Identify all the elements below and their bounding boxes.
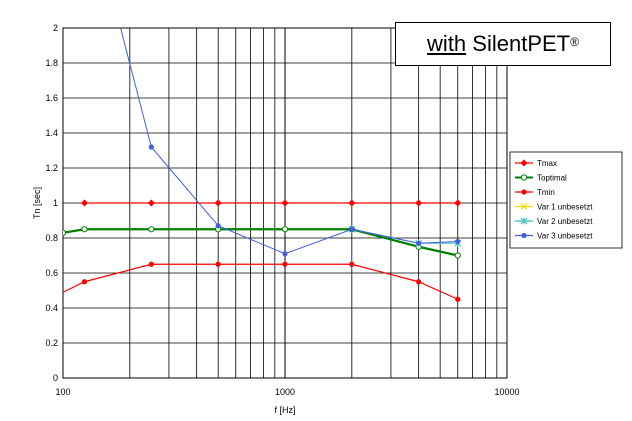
series-var-3-unbesetzt-point (349, 226, 355, 232)
legend-box (509, 151, 623, 249)
y-axis-label: Tn [sec] (32, 187, 42, 219)
y-tick-label: 1.8 (45, 58, 58, 68)
x-tick-label: 10000 (494, 387, 519, 397)
legend-var-1-unbesetzt-marker (520, 203, 528, 210)
series-tmin-point (349, 261, 355, 267)
legend-var-3-unbesetzt-label: Var 3 unbesetzt (537, 232, 593, 241)
series-toptimal-point (454, 252, 461, 259)
legend-tmin-marker (521, 189, 527, 195)
series-tmin-point (148, 261, 154, 267)
legend-tmax-label: Tmax (537, 159, 557, 168)
series-var-3-unbesetzt (120, 28, 461, 257)
y-tick-label: 2 (53, 23, 58, 33)
series-toptimal-point (281, 226, 289, 233)
x-axis-label: f [Hz] (274, 405, 295, 415)
chart-series (63, 28, 462, 302)
series-tmin-point (81, 279, 88, 285)
legend-var-2-unbesetzt-marker (520, 217, 528, 225)
x-tick-label: 100 (55, 387, 70, 397)
y-tick-label: 0.4 (45, 303, 58, 313)
series-tmin-line (63, 263, 458, 300)
legend-tmin-label: Tmin (537, 188, 555, 197)
y-tick-label: 0.2 (45, 338, 58, 348)
silentpet-annotation: with SilentPET ® (395, 22, 611, 66)
series-var-3-unbesetzt-point (148, 144, 154, 150)
series-tmax-point (214, 199, 222, 207)
series-var-3-unbesetzt-point (282, 251, 288, 257)
chart-axes: 0 0.2 0.4 0.6 0.8 1 1.2 1.4 1.6 1.8 2 100 1000 10000 (45, 23, 519, 397)
y-tick-label: 0.6 (45, 268, 58, 278)
series-toptimal-line (63, 228, 458, 257)
y-tick-label: 1.2 (45, 163, 58, 173)
series-tmax-point (81, 199, 89, 207)
legend-toptimal-marker (520, 174, 528, 181)
y-tick-label: 1.4 (45, 128, 58, 138)
y-tick-label: 0.8 (45, 233, 58, 243)
series-tmax-point (147, 199, 155, 207)
series-tmin-point (215, 261, 221, 267)
annotation-registered-mark: ® (570, 35, 579, 49)
legend-var-1-unbesetzt-label: Var 1 unbesetzt (537, 203, 593, 212)
annotation-text: SilentPET (466, 31, 571, 56)
series-tmax-point (454, 199, 462, 207)
chart-legend: Tmax Toptimal Tmin Var 1 unbesetzt Var 2 unb… (509, 151, 623, 249)
legend-toptimal-label: Toptimal (537, 174, 567, 183)
series-tmin-point (282, 261, 288, 267)
series-var-3-unbesetzt-point (455, 238, 461, 245)
series-tmax-point (348, 199, 356, 207)
legend-tmax-marker (520, 159, 528, 167)
y-tick-label: 1 (53, 198, 58, 208)
series-var-3-unbesetzt-point (215, 223, 221, 229)
series-tmin (63, 261, 461, 302)
series-tmax (81, 199, 462, 207)
y-tick-label: 1.6 (45, 93, 58, 103)
legend-var-3-unbesetzt-marker (521, 232, 527, 239)
series-toptimal-point (148, 226, 155, 233)
annotation-underlined-text: with (427, 31, 467, 56)
series-tmax-point (281, 199, 289, 207)
series-tmin-point (416, 279, 422, 285)
x-tick-label: 1000 (275, 387, 295, 397)
series-tmin-point (455, 296, 461, 302)
series-var-3-unbesetzt-point (416, 240, 422, 246)
series-toptimal-point (63, 229, 67, 236)
series-tmax-point (415, 199, 423, 207)
series-toptimal-point (81, 226, 88, 233)
y-tick-label: 0 (53, 373, 58, 383)
legend-var-2-unbesetzt-label: Var 2 unbesetzt (537, 217, 593, 226)
